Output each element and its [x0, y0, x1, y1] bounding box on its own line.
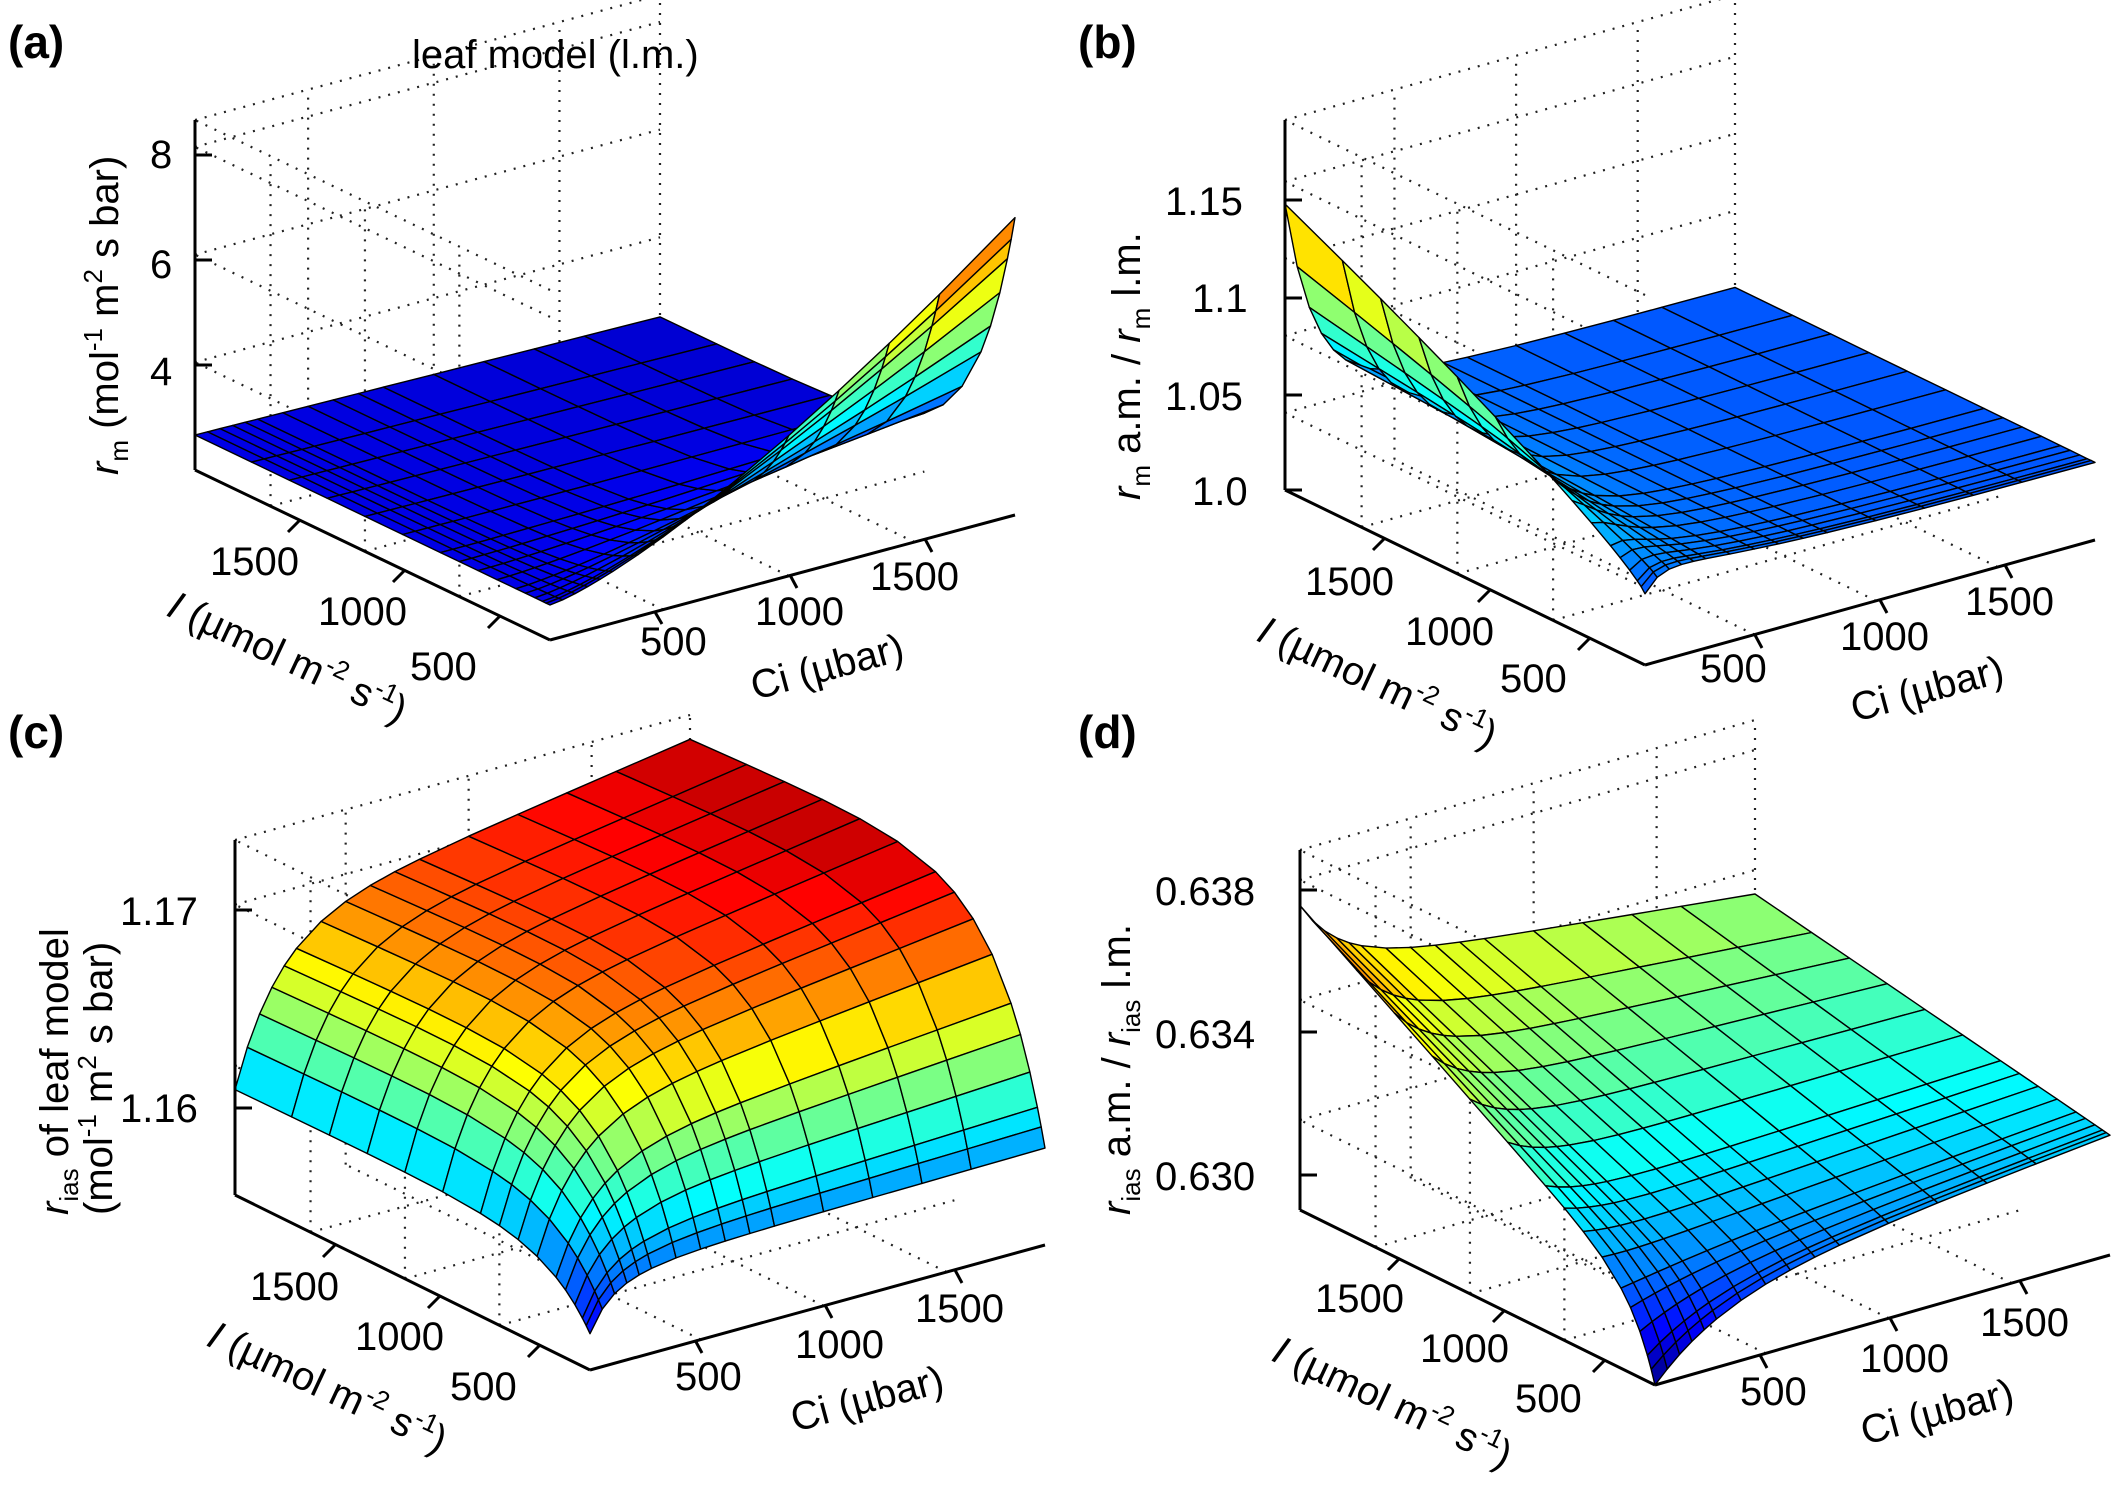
z-tick-a-4: 4 — [150, 350, 172, 394]
x-axis-label-a: Ci (µbar) — [746, 626, 908, 709]
panel-label-a: (a) — [8, 16, 64, 68]
grid-z-line — [194, 145, 551, 318]
grid-z-line — [1284, 180, 1646, 358]
x-tick-c-500: 500 — [675, 1355, 742, 1399]
z-axis-label-d: rias a.m. / rias l.m. — [1095, 924, 1146, 1215]
grid-top-line — [194, 119, 551, 291]
y-tick-c-1000: 1000 — [355, 1315, 444, 1359]
x-axis-label-d: Ci (µbar) — [1856, 1371, 2018, 1454]
x-tick-c-1500: 1500 — [915, 1287, 1004, 1331]
grid-z-line — [194, 20, 661, 148]
y-tick-c-1500: 1500 — [250, 1265, 339, 1309]
y-tick-b-1500: 1500 — [1305, 560, 1394, 604]
grid-z-line — [1284, 55, 1736, 183]
grid-z-line — [1284, 132, 1736, 260]
z-axis-label-c-line2: (mol-1 m2 s bar) — [72, 942, 121, 1215]
grid-z-line — [1299, 748, 1756, 882]
z-tick-b-1.05: 1.05 — [1165, 375, 1243, 419]
z-tick-d-0.634: 0.634 — [1155, 1013, 1255, 1057]
panel-label-b: (b) — [1078, 16, 1137, 68]
panel-a: (a) leaf model (l.m.) 8 6 4 1500 1000 50… — [8, 0, 1016, 732]
y-tick-d-500: 500 — [1515, 1377, 1582, 1421]
grid-z-line — [194, 128, 661, 256]
z-tick-b-1.0: 1.0 — [1192, 470, 1248, 514]
surface-d — [1299, 893, 2111, 1386]
grid-top-line — [194, 0, 646, 122]
x-tick-b-500: 500 — [1700, 647, 1767, 691]
z-tick-b-1.15: 1.15 — [1165, 180, 1243, 224]
panel-label-d: (d) — [1078, 706, 1137, 758]
axes-a — [193, 120, 1016, 642]
grid-z-line — [194, 236, 661, 364]
y-tick-d-1000: 1000 — [1420, 1327, 1509, 1371]
surface-a — [194, 216, 1016, 606]
z-tick-c-1.17: 1.17 — [120, 890, 198, 934]
x-tick-a-1000: 1000 — [755, 590, 844, 634]
grid-z-line — [1284, 411, 1646, 589]
axes-d — [1298, 850, 2111, 1387]
grid-x-floor-line — [1393, 458, 1755, 636]
grid-top-line — [1284, 119, 1646, 296]
y-tick-a-500: 500 — [410, 645, 477, 689]
surface-cell — [2031, 1131, 2111, 1165]
x-axis-label-b: Ci (µbar) — [1846, 648, 2008, 731]
z-tick-c-1.16: 1.16 — [120, 1087, 198, 1131]
x-tick-d-500: 500 — [1740, 1370, 1807, 1414]
z-axis-label-c-line1: rias of leaf model — [33, 928, 84, 1215]
x-tick-d-1500: 1500 — [1980, 1301, 2069, 1345]
x-tick-b-1000: 1000 — [1840, 615, 1929, 659]
panel-c: (c) 1.17 1.16 1500 1000 500 500 1000 150… — [8, 706, 1046, 1462]
z-tick-d-0.638: 0.638 — [1155, 870, 1255, 914]
panel-d: (d) 0.638 0.634 0.630 1500 1000 500 500 … — [1078, 706, 2111, 1477]
surface-c — [234, 738, 1046, 1335]
axes-c — [233, 840, 1046, 1372]
z-axis-label-b: rm a.m. / rm l.m. — [1105, 232, 1156, 500]
x-tick-b-1500: 1500 — [1965, 580, 2054, 624]
grid-top-line — [1299, 718, 1756, 852]
surface-cell — [966, 1126, 1046, 1170]
y-tick-c-500: 500 — [450, 1365, 517, 1409]
panel-b: (b) 1.15 1.1 1.05 1.0 1500 1000 500 500 … — [1078, 0, 2096, 757]
y-tick-a-1500: 1500 — [210, 540, 299, 584]
x-axis-label-c: Ci (µbar) — [786, 1358, 948, 1441]
y-tick-d-1500: 1500 — [1315, 1277, 1404, 1321]
grid-top-line — [1284, 0, 1722, 122]
z-tick-b-1.1: 1.1 — [1192, 277, 1248, 321]
y-tick-a-1000: 1000 — [318, 590, 407, 634]
z-tick-d-0.630: 0.630 — [1155, 1155, 1255, 1199]
z-axis-label-a: rm (mol-1 m2 s bar) — [78, 156, 134, 475]
panel-label-c: (c) — [8, 706, 64, 758]
surface-b — [1284, 203, 2096, 595]
axes-b — [1283, 120, 2096, 667]
z-tick-a-6: 6 — [150, 243, 172, 287]
surface-cell — [2017, 459, 2096, 483]
x-tick-a-500: 500 — [640, 620, 707, 664]
y-tick-b-500: 500 — [1500, 657, 1567, 701]
panel-title-a: leaf model (l.m.) — [412, 33, 699, 77]
surface-cell — [935, 216, 1016, 312]
x-tick-d-1000: 1000 — [1860, 1337, 1949, 1381]
z-tick-a-8: 8 — [150, 133, 172, 177]
x-tick-a-1500: 1500 — [870, 555, 959, 599]
x-tick-c-1000: 1000 — [795, 1323, 884, 1367]
y-tick-b-1000: 1000 — [1405, 610, 1494, 654]
grid-z-line — [1284, 257, 1646, 435]
